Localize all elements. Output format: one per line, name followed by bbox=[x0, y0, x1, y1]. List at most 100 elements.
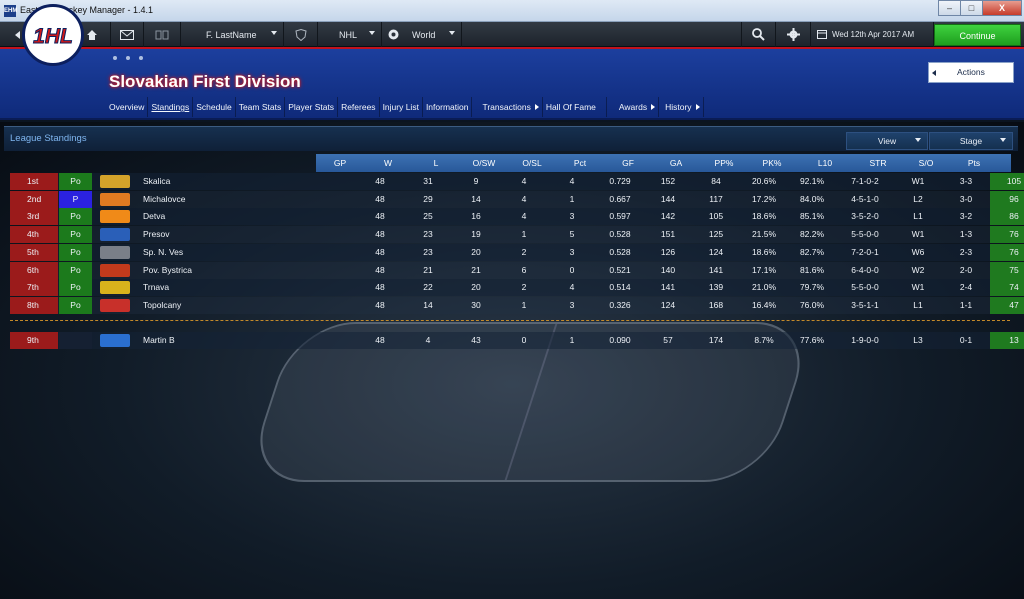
col-l[interactable]: L bbox=[433, 158, 439, 168]
tab-hall-of-fame[interactable]: Hall Of Fame bbox=[543, 97, 607, 117]
stat-pts: 76 bbox=[990, 226, 1024, 244]
stat-ga: 124 bbox=[708, 246, 724, 257]
tab-referees[interactable]: Referees bbox=[338, 97, 380, 117]
table-row[interactable]: 1st Po Skalica 48 31 9 4 4 0.729 152 84 20.6% 92.1% 7… bbox=[10, 173, 1024, 190]
col-gf[interactable]: GF bbox=[622, 158, 634, 168]
minimize-button[interactable]: – bbox=[938, 0, 961, 16]
tab-team-stats[interactable]: Team Stats bbox=[236, 97, 286, 117]
tab-history[interactable]: History bbox=[659, 97, 704, 117]
team-name[interactable]: Sp. N. Ves bbox=[143, 246, 184, 257]
table-row[interactable]: 5th Po Sp. N. Ves 48 23 20 2 3 0.528 126 124 18.6% 8… bbox=[10, 243, 1024, 261]
stat-osl: 4 bbox=[569, 176, 575, 186]
team-name[interactable]: Michalovce bbox=[143, 193, 186, 204]
rank-cell: 7th bbox=[10, 279, 58, 297]
actions-button[interactable]: Actions bbox=[928, 62, 1014, 83]
rank-cell: 5th bbox=[10, 243, 58, 261]
continue-button[interactable]: Continue bbox=[934, 24, 1021, 46]
tab-awards-label: Awards bbox=[618, 102, 648, 112]
manager-select[interactable]: F. LastName bbox=[181, 22, 284, 47]
col-pp[interactable]: PP% bbox=[714, 158, 734, 168]
table-row[interactable]: 6th Po Pov. Bystrica 48 21 21 6 0 0.521 140 141 17.… bbox=[10, 261, 1024, 279]
team-name[interactable]: Pov. Bystrica bbox=[143, 264, 192, 275]
col-pct[interactable]: Pct bbox=[573, 158, 587, 168]
search-button[interactable] bbox=[741, 22, 776, 47]
stat-w: 23 bbox=[423, 246, 433, 257]
stat-so: 3-0 bbox=[959, 193, 973, 204]
col-pk[interactable]: PK% bbox=[762, 158, 782, 168]
table-row[interactable]: 7th Po Trnava 48 22 20 2 4 0.514 141 139 21.0% 79.7%… bbox=[10, 279, 1024, 297]
rank-cell: 6th bbox=[10, 261, 58, 279]
team-name[interactable]: Detva bbox=[143, 211, 166, 222]
table-row[interactable]: 9th Martin B 48 4 43 0 1 0.090 57 174 8.7% 77.6% 1-9… bbox=[10, 332, 1024, 349]
stat-pct: 0.090 bbox=[609, 335, 631, 345]
team-logo-icon[interactable] bbox=[100, 334, 130, 347]
stat-gp: 48 bbox=[375, 282, 385, 293]
col-w[interactable]: W bbox=[383, 158, 393, 168]
col-str[interactable]: STR bbox=[869, 158, 887, 168]
rank-cell: 2nd bbox=[10, 190, 58, 208]
stat-pp: 21.5% bbox=[751, 229, 777, 240]
stat-so: 1-3 bbox=[959, 229, 973, 240]
close-button[interactable]: X bbox=[982, 0, 1022, 16]
stat-osw: 2 bbox=[521, 246, 527, 257]
qualification-badge: Po bbox=[59, 243, 92, 261]
team-name[interactable]: Martin B bbox=[143, 335, 175, 345]
tab-overview[interactable]: Overview bbox=[106, 97, 149, 117]
stat-gp: 48 bbox=[375, 299, 385, 310]
league-select[interactable]: NHL bbox=[318, 22, 382, 47]
team-logo-icon[interactable] bbox=[100, 263, 130, 277]
tab-transactions[interactable]: Transactions bbox=[472, 97, 543, 117]
region-select[interactable]: World bbox=[382, 22, 462, 47]
team-name[interactable]: Presov bbox=[143, 229, 170, 240]
table-row[interactable]: 4th Po Presov 48 23 19 1 5 0.528 151 125 21.5% 82.2%… bbox=[10, 226, 1024, 244]
team-logo-icon[interactable] bbox=[100, 245, 130, 259]
stat-l10: 5-5-0-0 bbox=[851, 229, 879, 240]
team-logo-icon[interactable] bbox=[100, 281, 130, 295]
view-dropdown[interactable]: View bbox=[846, 132, 928, 150]
col-gp[interactable]: GP bbox=[333, 158, 347, 168]
stat-pk: 82.7% bbox=[799, 246, 825, 257]
team-name[interactable]: Trnava bbox=[143, 282, 170, 293]
stat-ga: 84 bbox=[711, 176, 721, 186]
settings-button[interactable] bbox=[776, 22, 811, 47]
team-logo-icon[interactable] bbox=[100, 192, 130, 206]
team-logo-icon[interactable] bbox=[100, 228, 130, 242]
table-row[interactable]: 3rd Po Detva 48 25 16 4 3 0.597 142 105 18.6% 85.1% 3… bbox=[10, 208, 1024, 226]
table-row[interactable]: 8th Po Topolcany 48 14 30 1 3 0.326 124 168 16.4% 76… bbox=[10, 296, 1024, 314]
calendar-date[interactable]: Wed 12th Apr 2017 AM bbox=[811, 22, 934, 47]
book-button[interactable] bbox=[144, 22, 181, 47]
team-name[interactable]: Skalica bbox=[143, 176, 171, 186]
col-l10[interactable]: L10 bbox=[817, 158, 833, 168]
col-so[interactable]: S/O bbox=[918, 158, 934, 168]
tab-awards[interactable]: Awards bbox=[607, 97, 660, 117]
stat-pct: 0.597 bbox=[609, 211, 631, 222]
col-pts[interactable]: Pts bbox=[967, 158, 981, 168]
col-ga[interactable]: GA bbox=[669, 158, 683, 168]
tab-standings[interactable]: Standings bbox=[148, 97, 194, 117]
home-button[interactable] bbox=[74, 22, 111, 47]
stat-so: 1-1 bbox=[959, 299, 973, 310]
team-logo-icon[interactable] bbox=[100, 210, 130, 224]
tab-information[interactable]: Information bbox=[423, 97, 473, 117]
pager-dots bbox=[111, 54, 151, 64]
col-osw[interactable]: O/SW bbox=[472, 158, 496, 168]
stage-dropdown[interactable]: Stage bbox=[929, 132, 1013, 150]
tab-player-stats[interactable]: Player Stats bbox=[285, 97, 339, 117]
chevron-down-icon bbox=[271, 31, 277, 35]
maximize-button[interactable]: □ bbox=[960, 0, 983, 16]
stat-so: 2-0 bbox=[959, 264, 973, 275]
tab-schedule[interactable]: Schedule bbox=[193, 97, 236, 117]
stat-so: 2-4 bbox=[959, 282, 973, 293]
team-logo-icon[interactable] bbox=[100, 298, 130, 312]
league-logo-text: 1HL bbox=[33, 25, 73, 48]
nhl-shield-icon bbox=[294, 28, 307, 41]
team-logo-icon[interactable] bbox=[100, 175, 130, 188]
league-logo-button[interactable] bbox=[284, 22, 318, 47]
col-osl[interactable]: O/SL bbox=[522, 158, 542, 168]
table-row[interactable]: 2nd P Michalovce 48 29 14 4 1 0.667 144 117 17.2% 84… bbox=[10, 190, 1024, 208]
stat-w: 22 bbox=[423, 282, 433, 293]
team-name[interactable]: Topolcany bbox=[143, 299, 182, 310]
stat-pts: 96 bbox=[990, 190, 1024, 208]
tab-injury-list[interactable]: Injury List bbox=[380, 97, 423, 117]
inbox-button[interactable] bbox=[111, 22, 144, 47]
